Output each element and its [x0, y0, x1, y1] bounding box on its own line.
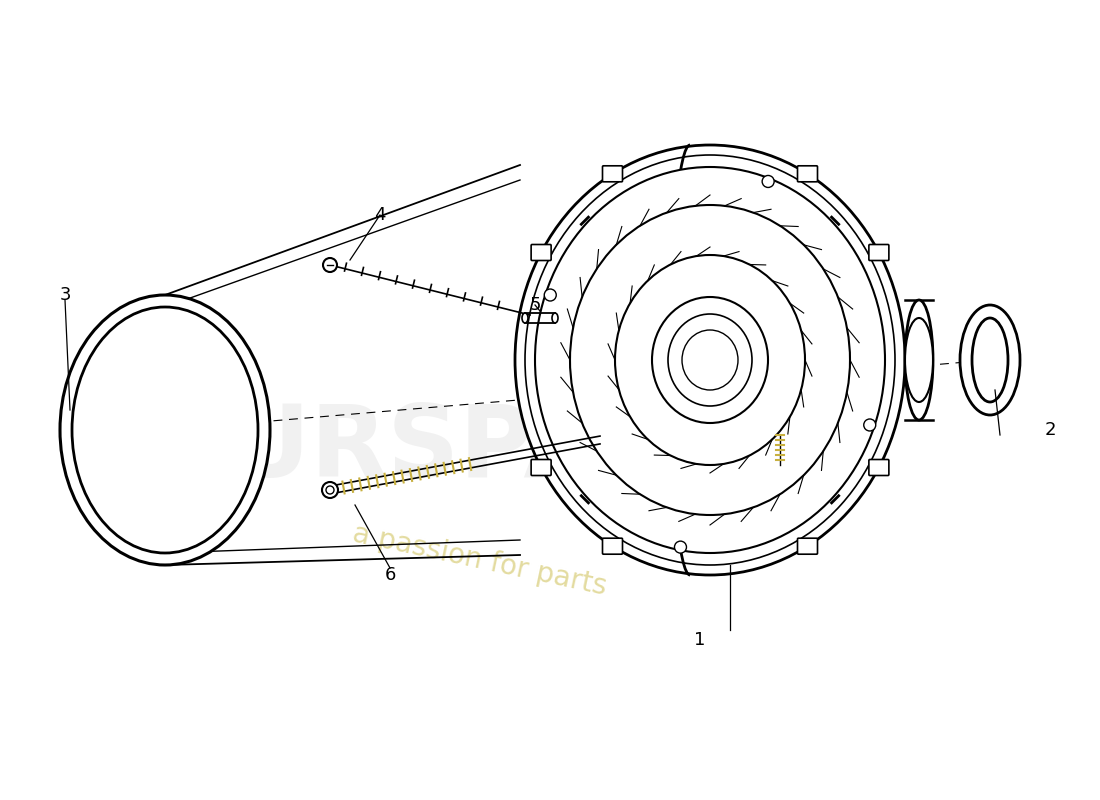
Ellipse shape [570, 205, 850, 515]
FancyBboxPatch shape [531, 245, 551, 261]
FancyBboxPatch shape [869, 245, 889, 261]
FancyBboxPatch shape [798, 538, 817, 554]
Ellipse shape [525, 155, 895, 565]
Ellipse shape [972, 318, 1008, 402]
Ellipse shape [652, 297, 768, 423]
Ellipse shape [668, 314, 752, 406]
Ellipse shape [60, 295, 270, 565]
Ellipse shape [905, 300, 933, 420]
Ellipse shape [615, 255, 805, 465]
Text: 6: 6 [384, 566, 396, 584]
Ellipse shape [326, 486, 334, 494]
Ellipse shape [674, 541, 686, 553]
Ellipse shape [905, 318, 933, 402]
FancyBboxPatch shape [603, 538, 623, 554]
Ellipse shape [322, 482, 338, 498]
Ellipse shape [535, 167, 886, 553]
FancyBboxPatch shape [603, 166, 623, 182]
Text: EURSPARES: EURSPARES [162, 402, 818, 498]
Ellipse shape [515, 145, 905, 575]
Text: 1: 1 [694, 631, 706, 649]
Ellipse shape [864, 419, 876, 431]
FancyBboxPatch shape [531, 459, 551, 475]
Ellipse shape [762, 175, 774, 187]
Text: 5: 5 [529, 296, 541, 314]
Ellipse shape [552, 313, 558, 323]
Text: 2: 2 [1044, 421, 1056, 439]
Text: a passion for parts: a passion for parts [351, 519, 609, 601]
FancyBboxPatch shape [869, 459, 889, 475]
Ellipse shape [72, 307, 258, 553]
Text: 3: 3 [59, 286, 70, 304]
Text: 4: 4 [374, 206, 386, 224]
Ellipse shape [682, 330, 738, 390]
Ellipse shape [522, 313, 528, 323]
Ellipse shape [960, 305, 1020, 415]
FancyBboxPatch shape [798, 166, 817, 182]
Ellipse shape [323, 258, 337, 272]
Ellipse shape [544, 289, 557, 301]
